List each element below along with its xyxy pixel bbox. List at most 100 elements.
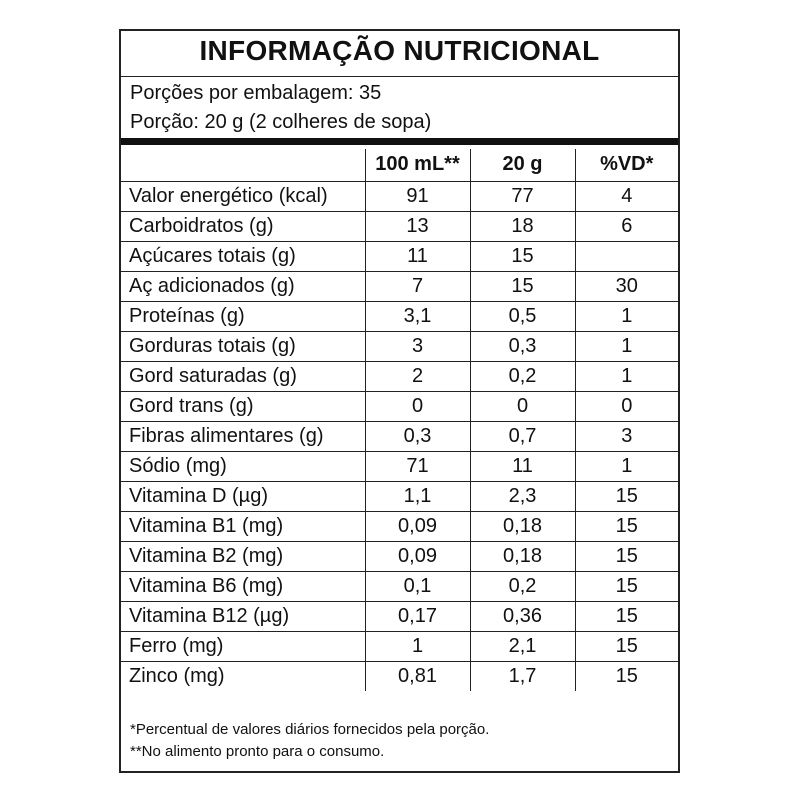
nutrient-name: Vitamina B1 (mg): [121, 510, 366, 542]
value-daily-percent: 1: [574, 330, 678, 362]
nutrient-name: Gord trans (g): [121, 390, 366, 422]
header-per-100ml: 100 mL**: [364, 149, 471, 182]
value-per-100ml: 11: [364, 240, 471, 272]
value-daily-percent: 15: [574, 540, 678, 572]
value-per-portion: 0: [469, 390, 576, 422]
value-daily-percent: 0: [574, 390, 678, 422]
value-per-100ml: 0,81: [364, 660, 471, 691]
nutrient-name: Proteínas (g): [121, 300, 366, 332]
value-per-100ml: 0,09: [364, 540, 471, 572]
value-per-portion: 11: [469, 450, 576, 482]
value-per-portion: 0,36: [469, 600, 576, 632]
nutrient-name: Gord saturadas (g): [121, 360, 366, 392]
value-daily-percent: 15: [574, 480, 678, 512]
value-per-portion: 18: [469, 210, 576, 242]
nutrition-table: 100 mL** 20 g %VD* Valor energético (kca…: [121, 149, 678, 691]
value-daily-percent: 4: [574, 180, 678, 212]
table-row: Vitamina B2 (mg) 0,09 0,18 15: [121, 540, 678, 572]
value-per-100ml: 91: [364, 180, 471, 212]
value-per-portion: 0,3: [469, 330, 576, 362]
table-row: Sódio (mg) 71 11 1: [121, 450, 678, 482]
table-row: Vitamina B1 (mg) 0,09 0,18 15: [121, 510, 678, 542]
value-per-100ml: 2: [364, 360, 471, 392]
header-per-portion: 20 g: [469, 149, 576, 182]
value-per-100ml: 7: [364, 270, 471, 302]
value-per-portion: 2,3: [469, 480, 576, 512]
footnote-ready-to-consume: **No alimento pronto para o consumo.: [130, 743, 385, 760]
header-nutrient: [121, 149, 366, 182]
value-per-100ml: 0,17: [364, 600, 471, 632]
value-per-100ml: 0,1: [364, 570, 471, 602]
value-per-100ml: 0,3: [364, 420, 471, 452]
table-row: Proteínas (g) 3,1 0,5 1: [121, 300, 678, 332]
value-per-100ml: 0,09: [364, 510, 471, 542]
value-daily-percent: 15: [574, 570, 678, 602]
nutrient-name: Zinco (mg): [121, 660, 366, 691]
nutrition-table-body: Valor energético (kcal) 91 77 4 Carboidratos…: [121, 180, 678, 691]
value-per-portion: 0,18: [469, 540, 576, 572]
value-per-100ml: 3,1: [364, 300, 471, 332]
nutrient-name: Valor energético (kcal): [121, 180, 366, 212]
table-row: Vitamina B6 (mg) 0,1 0,2 15: [121, 570, 678, 602]
header-daily-value: %VD*: [574, 149, 678, 182]
table-row: Vitamina D (µg) 1,1 2,3 15: [121, 480, 678, 512]
table-row: Aç adicionados (g) 7 15 30: [121, 270, 678, 302]
value-per-portion: 15: [469, 270, 576, 302]
value-daily-percent: 30: [574, 270, 678, 302]
value-per-portion: 0,2: [469, 360, 576, 392]
value-daily-percent: 15: [574, 660, 678, 691]
title-divider: [121, 76, 678, 77]
value-per-portion: 1,7: [469, 660, 576, 691]
value-per-portion: 0,2: [469, 570, 576, 602]
table-row: Gorduras totais (g) 3 0,3 1: [121, 330, 678, 362]
value-daily-percent: 1: [574, 300, 678, 332]
table-row: Gord trans (g) 0 0 0: [121, 390, 678, 422]
nutrient-name: Vitamina B2 (mg): [121, 540, 366, 572]
value-per-100ml: 0: [364, 390, 471, 422]
value-per-100ml: 13: [364, 210, 471, 242]
value-per-100ml: 1: [364, 630, 471, 662]
nutrient-name: Carboidratos (g): [121, 210, 366, 242]
value-per-100ml: 3: [364, 330, 471, 362]
serving-size: Porção: 20 g (2 colheres de sopa): [130, 111, 432, 133]
table-row: Gord saturadas (g) 2 0,2 1: [121, 360, 678, 392]
nutrition-title: INFORMAÇÃO NUTRICIONAL: [199, 35, 600, 66]
value-daily-percent: 15: [574, 600, 678, 632]
table-row: Valor energético (kcal) 91 77 4: [121, 180, 678, 212]
value-daily-percent: 1: [574, 450, 678, 482]
value-per-100ml: 71: [364, 450, 471, 482]
table-row: Vitamina B12 (µg) 0,17 0,36 15: [121, 600, 678, 632]
servings-per-package: Porções por embalagem: 35: [130, 82, 382, 104]
value-daily-percent: 3: [574, 420, 678, 452]
value-daily-percent: [574, 240, 678, 272]
nutrient-name: Aç adicionados (g): [121, 270, 366, 302]
value-per-portion: 2,1: [469, 630, 576, 662]
value-daily-percent: 15: [574, 510, 678, 542]
value-daily-percent: 6: [574, 210, 678, 242]
footnotes: *Percentual de valores diários fornecido…: [130, 719, 489, 763]
value-per-portion: 77: [469, 180, 576, 212]
table-row: Zinco (mg) 0,81 1,7 15: [121, 660, 678, 691]
value-per-portion: 0,18: [469, 510, 576, 542]
table-row: Fibras alimentares (g) 0,3 0,7 3: [121, 420, 678, 452]
nutrient-name: Vitamina B6 (mg): [121, 570, 366, 602]
value-daily-percent: 15: [574, 630, 678, 662]
nutrient-name: Gorduras totais (g): [121, 330, 366, 362]
nutrition-facts-panel: INFORMAÇÃO NUTRICIONAL Porções por embal…: [119, 29, 680, 773]
value-per-portion: 15: [469, 240, 576, 272]
nutrient-name: Ferro (mg): [121, 630, 366, 662]
value-per-portion: 0,5: [469, 300, 576, 332]
value-daily-percent: 1: [574, 360, 678, 392]
table-header-row: 100 mL** 20 g %VD*: [121, 149, 678, 182]
value-per-100ml: 1,1: [364, 480, 471, 512]
nutrient-name: Açúcares totais (g): [121, 240, 366, 272]
nutrient-name: Sódio (mg): [121, 450, 366, 482]
table-row: Açúcares totais (g) 11 15: [121, 240, 678, 272]
nutrient-name: Vitamina B12 (µg): [121, 600, 366, 632]
thick-divider: [121, 138, 678, 145]
footnote-daily-value: *Percentual de valores diários fornecido…: [130, 721, 490, 738]
table-row: Carboidratos (g) 13 18 6: [121, 210, 678, 242]
value-per-portion: 0,7: [469, 420, 576, 452]
nutrient-name: Fibras alimentares (g): [121, 420, 366, 452]
nutrient-name: Vitamina D (µg): [121, 480, 366, 512]
